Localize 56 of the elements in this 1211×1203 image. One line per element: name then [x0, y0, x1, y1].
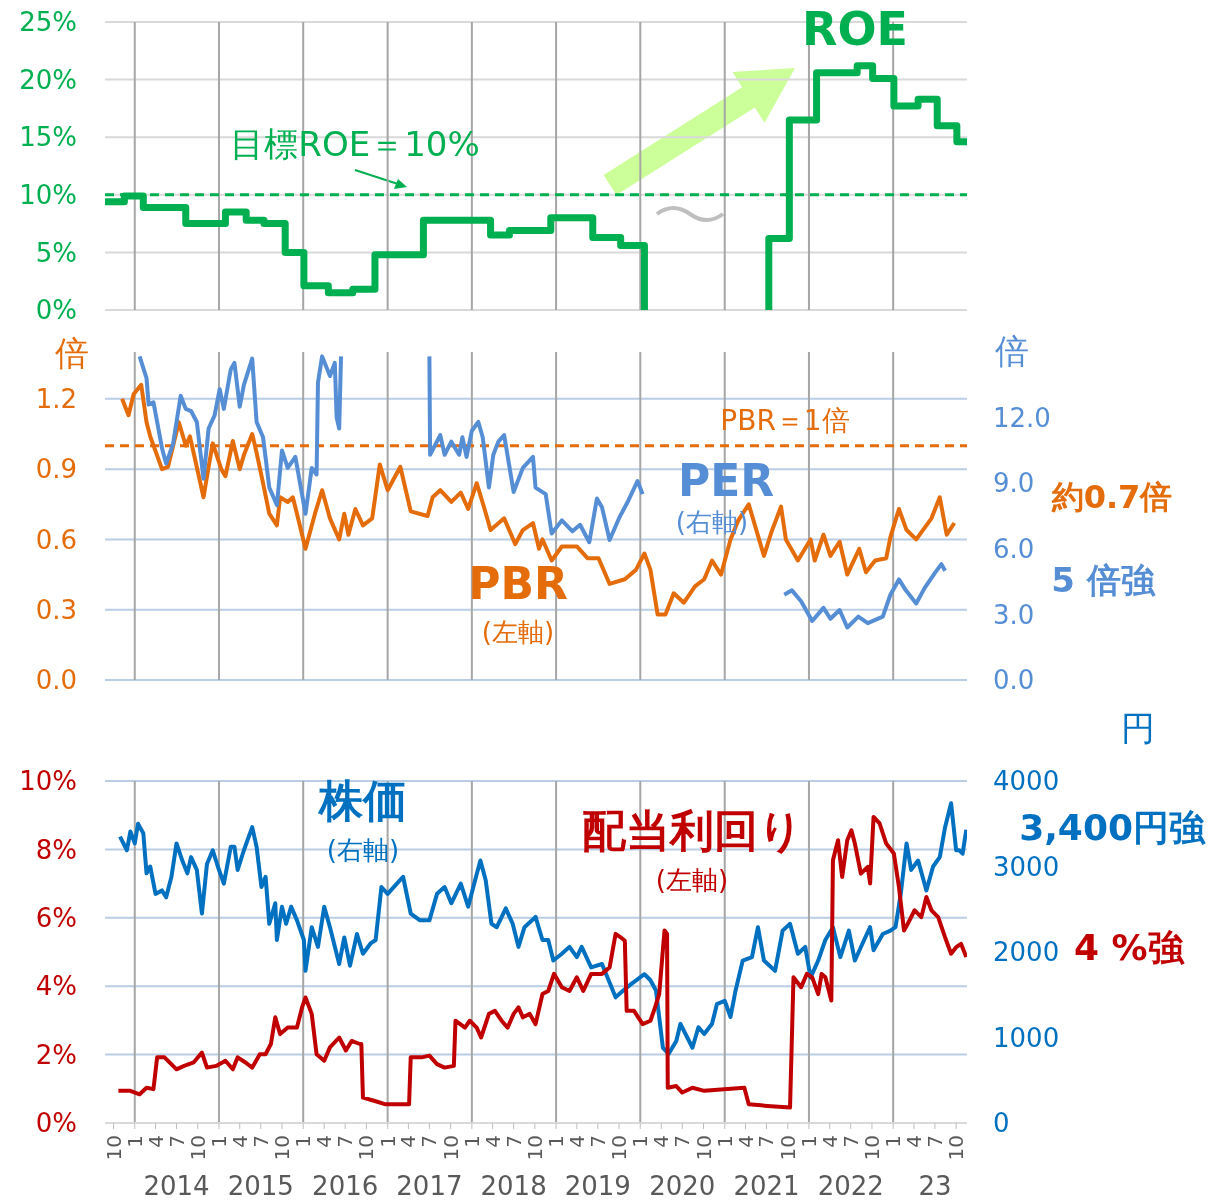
- y-tick-label: 0.0: [35, 665, 77, 696]
- x2-tick-label: 2021: [733, 1171, 800, 1201]
- y-tick-label: 4%: [35, 971, 77, 1002]
- y2-tick-label: 12.0: [993, 402, 1051, 433]
- ref-line-label: PBR＝1倍: [720, 404, 850, 437]
- y2-tick-label: 9.0: [993, 468, 1035, 499]
- y2-tick-label: 4000: [993, 766, 1060, 797]
- x2-tick-label: 2014: [143, 1171, 210, 1201]
- y2-tick-label: 6.0: [993, 534, 1035, 565]
- ref-line-label: 目標ROE＝10%: [230, 124, 480, 164]
- text: 5 倍強: [1051, 560, 1156, 600]
- x-tick-label: 10: [944, 1135, 969, 1161]
- y-tick-label: 10%: [19, 180, 77, 211]
- x2-tick-label: 2019: [564, 1171, 631, 1201]
- y2-axis-title: 倍: [995, 331, 1029, 371]
- series-label: 配当利回り: [581, 805, 803, 856]
- x2-tick-label: 2015: [227, 1171, 294, 1201]
- annotation: (右軸): [675, 507, 749, 537]
- y2-tick-label: 3000: [993, 851, 1060, 882]
- series-label: 株価: [317, 775, 407, 826]
- x2-tick-label: 2016: [312, 1171, 379, 1201]
- annotation: (左軸): [655, 865, 729, 895]
- y-axis-title: 倍: [55, 333, 89, 373]
- y-tick-label: 1.2: [35, 384, 77, 415]
- y-tick-label: 0%: [35, 1108, 77, 1139]
- y-tick-label: 2%: [35, 1039, 77, 1070]
- text: 約0.7倍: [1050, 478, 1173, 516]
- series-label: PER: [677, 455, 775, 506]
- y-tick-label: 20%: [19, 64, 77, 95]
- y-tick-label: 25%: [19, 7, 77, 38]
- y-tick-label: 6%: [35, 903, 77, 934]
- y-tick-label: 10%: [19, 766, 77, 797]
- x2-tick-label: 23: [918, 1171, 952, 1201]
- x2-tick-label: 2020: [649, 1171, 716, 1201]
- y-tick-label: 15%: [19, 122, 77, 153]
- text: 4 %強: [1074, 927, 1185, 968]
- y2-tick-label: 0.0: [993, 665, 1035, 696]
- y2-axis-title: 円: [1121, 708, 1155, 748]
- annotation: (左軸): [481, 617, 555, 647]
- y2-tick-label: 0: [993, 1108, 1010, 1139]
- y2-tick-label: 2000: [993, 937, 1060, 968]
- x2-tick-label: 2017: [396, 1171, 463, 1201]
- y-tick-label: 8%: [35, 834, 77, 865]
- y2-tick-label: 1000: [993, 1022, 1060, 1053]
- x2-tick-label: 2018: [480, 1171, 547, 1201]
- text: 3,400円強: [1019, 807, 1206, 848]
- y-tick-label: 0.9: [35, 454, 77, 485]
- series-label: ROE: [802, 2, 908, 56]
- y-tick-label: 0.6: [35, 524, 77, 555]
- y-tick-label: 0%: [35, 295, 77, 326]
- y2-tick-label: 3.0: [993, 599, 1035, 630]
- series-label: PBR: [468, 558, 568, 609]
- annotation: (右軸): [326, 835, 400, 865]
- y-tick-label: 5%: [35, 237, 77, 268]
- y-tick-label: 0.3: [35, 594, 77, 625]
- x2-tick-label: 2022: [817, 1171, 884, 1201]
